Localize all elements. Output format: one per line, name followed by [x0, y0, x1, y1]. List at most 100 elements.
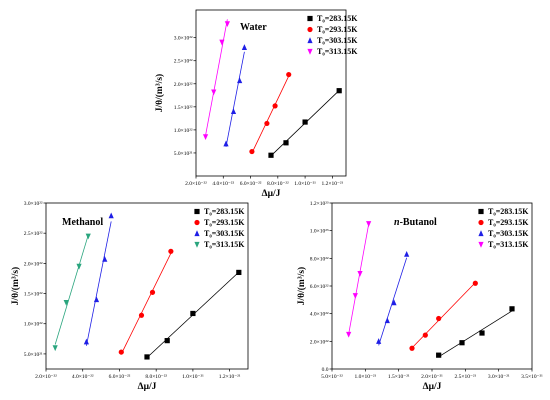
- legend-marker: [194, 219, 200, 226]
- data-point: [63, 300, 69, 306]
- data-point: [223, 140, 229, 147]
- legend-marker: [194, 241, 200, 248]
- x-tick-label: 1.0×10⁻²¹: [182, 374, 204, 380]
- data-point: [302, 119, 308, 125]
- panel-title: n-Butanol: [394, 217, 437, 228]
- y-tick-label: 4.0×10²²: [310, 312, 329, 318]
- y-tick-label: 1.5×10²²: [24, 292, 43, 298]
- data-point: [236, 269, 242, 276]
- plot-frame: [195, 9, 347, 177]
- x-tick-label: 3.5×10⁻²¹: [521, 374, 543, 380]
- data-point: [391, 299, 397, 306]
- data-point: [436, 315, 442, 322]
- x-tick-label: 8.0×10⁻²²: [145, 374, 167, 380]
- chart-panel: 2.0×10⁻²² 4.0×10⁻²² 6.0×10⁻²² 8.0×10⁻²² 1.0×…: [154, 9, 358, 199]
- legend-label: T₀=303.15K: [317, 36, 358, 45]
- data-point: [384, 317, 390, 324]
- x-axis-title: Δμ/J: [423, 382, 442, 392]
- x-tick-label: 4.0×10⁻²²: [72, 374, 94, 380]
- chart-panel: 5.0×10⁻²² 1.0×10⁻²¹ 1.5×10⁻²¹ 2.0×10⁻²¹ 2.5×…: [296, 201, 543, 392]
- legend-label: T₀=313.15K: [317, 47, 358, 56]
- legend-label: T₀=313.15K: [488, 240, 529, 249]
- data-point: [346, 331, 352, 338]
- legend-label: T₀=293.15K: [488, 218, 529, 227]
- legend-label: T₀=283.15K: [488, 207, 529, 216]
- y-tick-label: 1.2×10²³: [310, 201, 329, 207]
- data-point: [357, 270, 363, 277]
- data-point: [144, 354, 150, 360]
- x-tick-label: 3.0×10⁻²¹: [488, 374, 510, 380]
- panel-title: Water: [240, 22, 267, 33]
- data-point: [85, 233, 91, 240]
- data-point: [102, 255, 108, 262]
- data-point: [83, 338, 89, 345]
- legend-label: T₀=303.15K: [204, 229, 245, 238]
- data-point: [404, 250, 410, 257]
- legend-label: T₀=313.15K: [204, 240, 245, 249]
- data-point: [241, 44, 248, 50]
- data-point: [93, 296, 100, 303]
- data-point: [422, 332, 428, 338]
- data-point: [76, 263, 82, 270]
- legend-marker: [307, 15, 313, 22]
- y-tick-label: 8.0×10²²: [310, 256, 329, 262]
- fit-line: [205, 19, 228, 136]
- y-axis-title: J/θ/(m³/s): [10, 267, 21, 305]
- data-point: [352, 293, 358, 299]
- x-tick-label: 4.0×10⁻²²: [212, 181, 234, 187]
- data-point: [224, 21, 230, 28]
- y-tick-label: 2.0×10²²: [310, 339, 329, 345]
- x-tick-label: 1.2×10⁻²¹: [322, 181, 344, 187]
- legend-label: T₀=283.15K: [317, 14, 358, 23]
- data-point: [118, 349, 124, 355]
- x-tick-label: 6.0×10⁻²²: [240, 181, 262, 187]
- data-point: [202, 134, 209, 141]
- x-tick-label: 2.0×10⁻²¹: [421, 374, 443, 380]
- x-axis-title: Δμ/J: [262, 189, 281, 199]
- data-point: [149, 289, 156, 295]
- fit-line: [251, 75, 290, 154]
- legend-marker: [307, 48, 313, 55]
- fit-line: [438, 310, 513, 358]
- data-point: [286, 71, 292, 78]
- fit-line: [86, 221, 112, 346]
- legend-label: T₀=293.15K: [204, 218, 245, 227]
- legend-marker: [194, 230, 200, 237]
- y-tick-label: 5.0×10²¹: [24, 352, 43, 358]
- panel-title-italic-part: n: [394, 217, 400, 228]
- x-axis-title: Δμ/J: [138, 382, 157, 392]
- fit-line: [54, 234, 89, 345]
- x-tick-label: 2.0×10⁻²²: [185, 181, 207, 187]
- x-tick-label: 8.0×10⁻²²: [267, 181, 289, 187]
- data-point: [219, 39, 225, 46]
- legend-marker: [194, 208, 200, 215]
- data-point: [230, 108, 237, 115]
- x-tick-label: 2.5×10⁻²¹: [454, 374, 476, 380]
- x-tick-label: 2.0×10⁻²²: [35, 374, 57, 380]
- data-point: [366, 221, 372, 227]
- plot-frame: [45, 202, 249, 370]
- data-point: [164, 338, 170, 344]
- legend-marker: [478, 241, 484, 248]
- data-point: [190, 310, 196, 317]
- y-tick-label: 5.0×10²¹: [174, 151, 193, 157]
- y-tick-label: 2.5×10²²: [24, 231, 43, 237]
- data-point: [52, 345, 58, 352]
- y-tick-label: 1.0×10²²: [174, 128, 193, 134]
- panel-title: Methanol: [62, 217, 103, 228]
- data-point: [283, 140, 289, 146]
- y-tick-label: 1.0×10²³: [310, 229, 329, 235]
- y-tick-label: 2.5×10²²: [174, 59, 193, 65]
- fit-line: [411, 282, 476, 349]
- legend-marker: [478, 208, 484, 215]
- fit-line: [120, 253, 172, 355]
- data-point: [138, 312, 145, 318]
- legend-marker: [478, 219, 484, 226]
- data-point: [264, 120, 270, 127]
- data-point: [409, 345, 415, 351]
- data-point: [237, 77, 243, 84]
- chart-panel: 2.0×10⁻²² 4.0×10⁻²² 6.0×10⁻²² 8.0×10⁻²² 1.0×…: [10, 201, 249, 392]
- data-point: [436, 352, 442, 358]
- y-tick-label: 2.0×10²²: [24, 261, 43, 267]
